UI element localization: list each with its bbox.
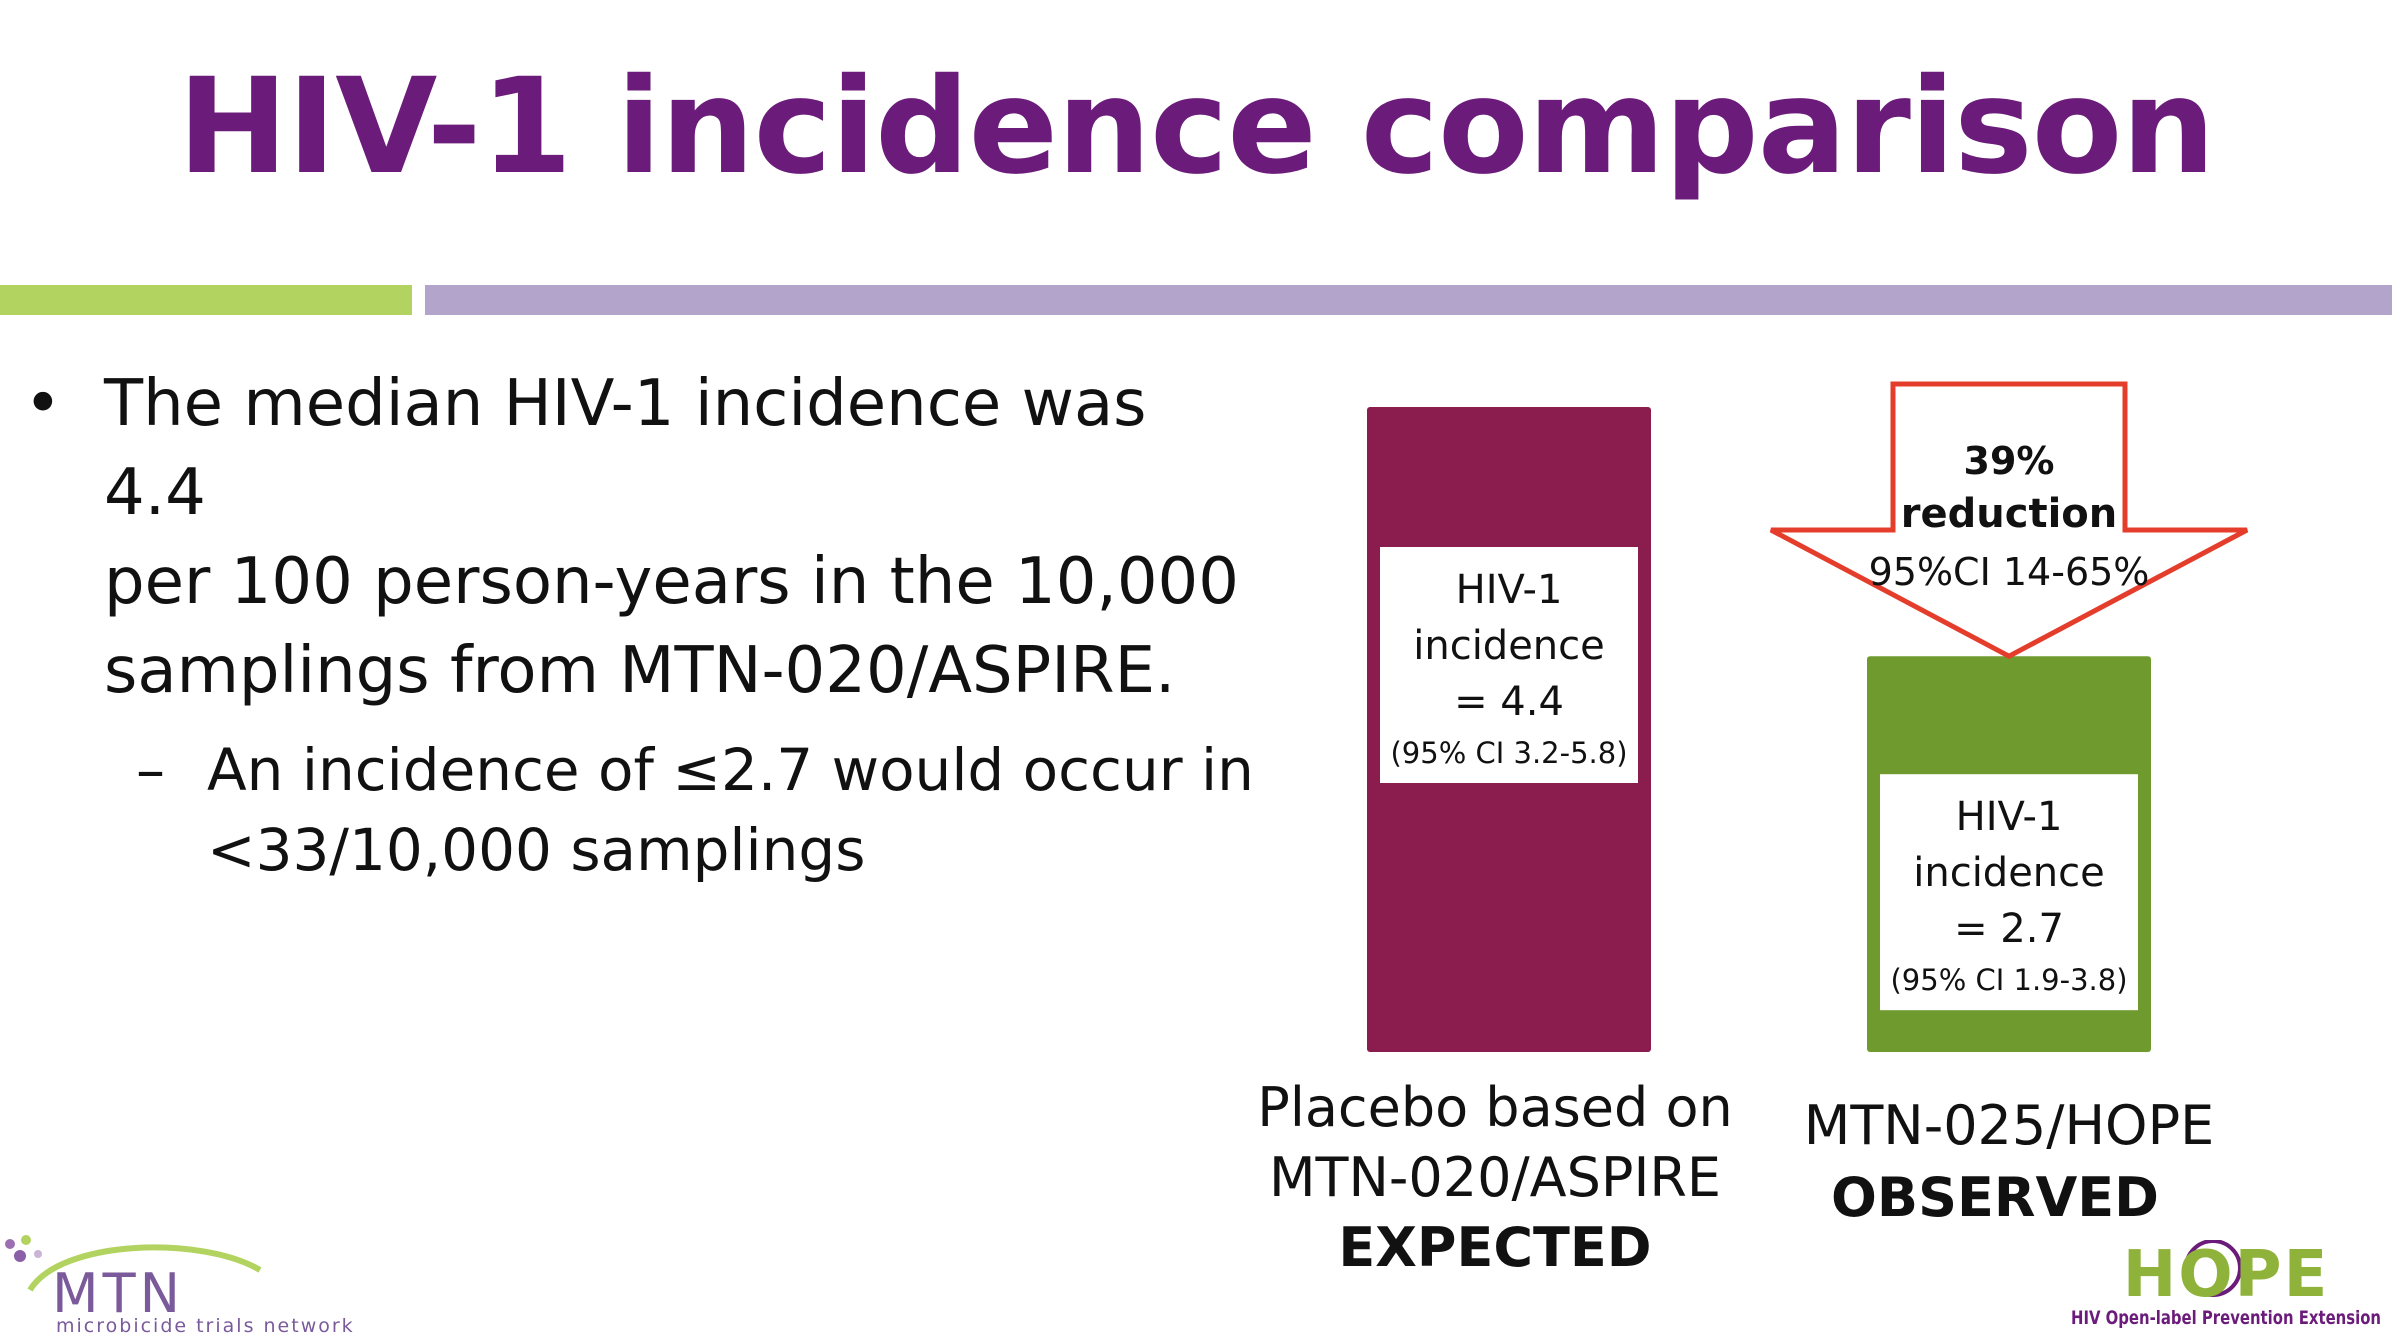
mtn-logo-dot: [21, 1235, 31, 1245]
sub-bullet-marker: –: [136, 736, 165, 804]
bar-ci-label: (95% CI 3.2-5.8): [1390, 736, 1627, 770]
bullet-marker: •: [24, 367, 62, 441]
bar-category-label: Placebo based on: [1257, 1076, 1732, 1139]
bar-inner-label: incidence: [1913, 850, 2105, 896]
mtn-logo-tagline: microbicide trials network: [56, 1315, 355, 1336]
bar-inner-label: HIV-1: [1456, 567, 1563, 613]
hope-logo-wordmark: HOPE: [2123, 1240, 2330, 1312]
mtn-logo-dot: [14, 1250, 26, 1262]
bullet-text-line: The median HIV-1 incidence was 4.4: [104, 367, 1147, 530]
bullet-text-line: per 100 person-years in the 10,000: [104, 545, 1239, 619]
bar-category-bold: EXPECTED: [1338, 1216, 1651, 1279]
sub-bullet-text-line: An incidence of ≤2.7 would occur in: [207, 736, 1254, 804]
title-divider-purple: [425, 285, 2392, 315]
sub-bullet-text-line: <33/10,000 samplings: [207, 816, 866, 884]
reduction-arrow: [1769, 381, 2249, 660]
mtn-logo-swoosh: [27, 1244, 262, 1292]
bullet-item: • The median HIV-1 incidence was 4.4 per…: [24, 360, 1264, 716]
title-divider-green: [0, 285, 412, 315]
sub-bullet-item: – An incidence of ≤2.7 would occur in <3…: [24, 730, 1264, 890]
mtn-logo-dot: [5, 1239, 15, 1249]
reduction-percent: 39%: [1964, 439, 2055, 483]
bar-inner-label: HIV-1: [1956, 794, 2063, 840]
hope-logo-tagline: HIV Open-label Prevention Extension: [2071, 1307, 2381, 1329]
bar-ci-label: (95% CI 1.9-3.8): [1890, 963, 2127, 997]
mtn-logo: MTN microbicide trials network: [5, 1235, 355, 1336]
mtn-logo-dot: [34, 1250, 42, 1258]
bar-label-box: [1380, 547, 1638, 783]
hope-logo-ring: [2184, 1240, 2242, 1297]
bullet-list: • The median HIV-1 incidence was 4.4 per…: [24, 360, 1264, 890]
bar-inner-label: incidence: [1413, 623, 1605, 669]
bullet-text-line: samplings from MTN-020/ASPIRE.: [104, 634, 1176, 708]
reduction-label: reduction: [1901, 491, 2117, 537]
bar-label-box: [1880, 774, 2138, 1011]
bar-inner-label: = 2.7: [1954, 906, 2064, 952]
bar-inner-label: = 4.4: [1454, 679, 1564, 725]
bar-category-label: MTN-025/HOPE: [1804, 1094, 2215, 1157]
mtn-logo-wordmark: MTN: [52, 1262, 184, 1325]
bar-category-bold: OBSERVED: [1831, 1166, 2159, 1229]
reduction-ci: 95%CI 14-65%: [1869, 550, 2150, 594]
slide-title: HIV-1 incidence comparison: [177, 50, 2216, 204]
hope-logo: HOPE HIV Open-label Prevention Extension: [2071, 1240, 2381, 1329]
bar-category-label: MTN-020/ASPIRE: [1269, 1146, 1721, 1209]
